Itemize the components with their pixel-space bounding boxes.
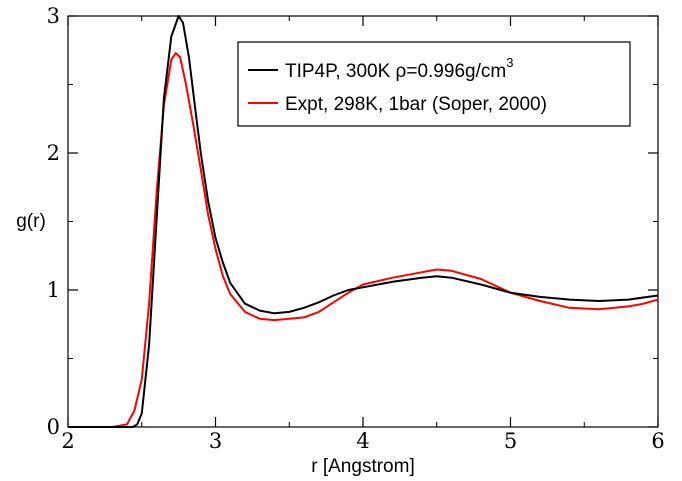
y-tick-label: 2: [47, 141, 60, 165]
axis-ticks: [67, 15, 659, 428]
x-axis-title: r [Angstrom]: [311, 456, 414, 477]
legend-box: [237, 41, 631, 127]
legend-label-tip4p-main: TIP4P, 300K ρ=0.996g/cm: [285, 61, 506, 82]
y-tick-label: 1: [47, 278, 60, 302]
legend-label-expt: Expt, 298K, 1bar (Soper, 2000): [285, 94, 547, 115]
y-tick-label: 0: [47, 415, 60, 439]
x-tick-label: 6: [651, 429, 664, 453]
tip4p-series-line: [68, 15, 659, 428]
tick-labels: 2 3 4 5 6 0 1 2 3: [47, 4, 665, 453]
y-tick-label: 3: [47, 4, 60, 28]
x-tick-label: 5: [504, 429, 517, 453]
x-tick-label: 4: [356, 429, 369, 453]
legend-label-tip4p: TIP4P, 300K ρ=0.996g/cm3: [285, 55, 513, 82]
y-axis-title: g(r): [16, 211, 46, 232]
x-tick-label: 2: [61, 429, 74, 453]
x-tick-label: 3: [209, 429, 222, 453]
legend: TIP4P, 300K ρ=0.996g/cm3 Expt, 298K, 1ba…: [237, 41, 631, 127]
series-lines: [68, 15, 659, 428]
legend-label-tip4p-superscript: 3: [506, 55, 513, 70]
